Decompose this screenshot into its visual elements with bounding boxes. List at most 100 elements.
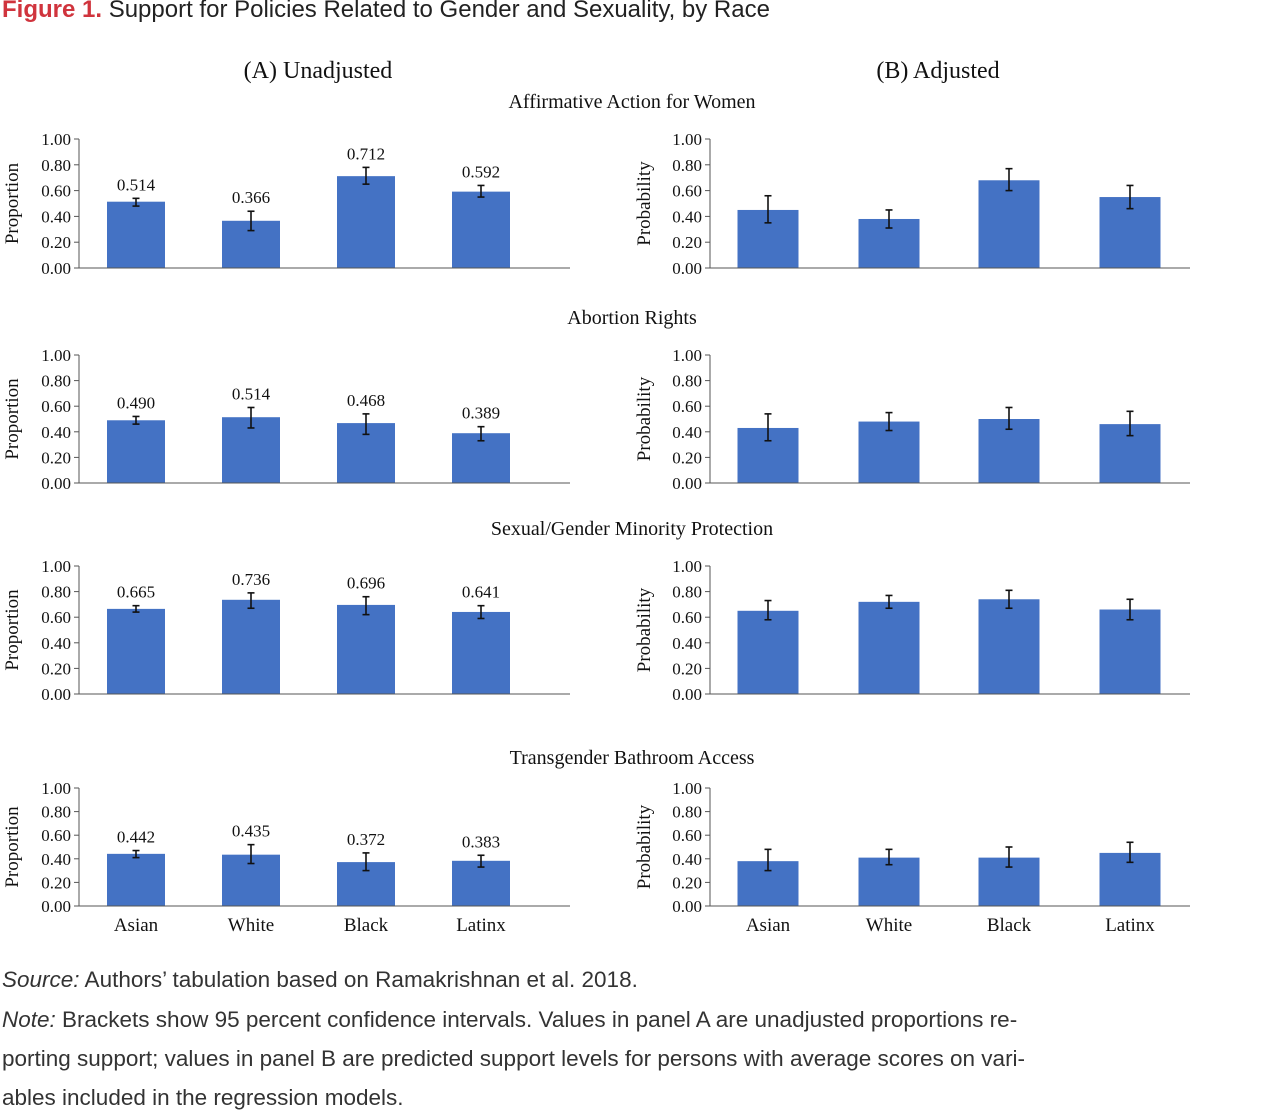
chart-a-row-1-data-label-white: 0.366 xyxy=(232,188,270,207)
chart-b-row-3-bar-white xyxy=(858,601,920,694)
chart-b-row-1-ytick-label: 0.80 xyxy=(672,156,702,175)
chart-a-row-4-ytick-label: 0.00 xyxy=(41,897,71,916)
chart-a-row-2-ytick-label: 0.40 xyxy=(41,423,71,442)
chart-a-row-3-data-label-black: 0.696 xyxy=(347,574,385,593)
figure-note: Note: Brackets show 95 percent confidenc… xyxy=(2,1000,1276,1117)
chart-a-row-4-bar-latinx xyxy=(452,860,510,906)
chart-a-row-1-bar-black xyxy=(337,176,395,268)
chart-b-row-1-ytick-label: 1.00 xyxy=(672,130,702,149)
chart-a-row-1-data-label-latinx: 0.592 xyxy=(462,162,500,181)
chart-a-row-4-data-label-asian: 0.442 xyxy=(117,828,155,847)
chart-b-row-3-ytick-label: 0.40 xyxy=(672,634,702,653)
chart-a-row-3-data-label-asian: 0.665 xyxy=(117,583,155,602)
chart-b-row-4-ytick-label: 0.60 xyxy=(672,826,702,845)
chart-a-row-3-bar-black xyxy=(337,604,395,694)
row-title-affirmative-action: Affirmative Action for Women xyxy=(508,91,756,113)
chart-a-row-4-ylabel: Proportion xyxy=(2,806,23,888)
chart-b-row-3-ytick-label: 0.20 xyxy=(672,659,702,678)
chart-a-row-1-bar-asian xyxy=(107,201,165,268)
chart-b-row-2-ytick-label: 0.40 xyxy=(672,423,702,442)
chart-b-row-4-ylabel: Probability xyxy=(634,804,655,889)
figure-caption: Figure 1. Support for Policies Related t… xyxy=(2,0,770,24)
chart-b-row-1-ytick-label: 0.20 xyxy=(672,233,702,252)
chart-a-row-1-data-label-asian: 0.514 xyxy=(117,175,156,194)
chart-b-row-4-ytick-label: 1.00 xyxy=(672,779,702,798)
source-text: Authors’ tabulation based on Ramakrishna… xyxy=(79,967,638,992)
chart-b-row-3-bar-black xyxy=(978,599,1040,694)
chart-b-row-4-xtick-label-asian: Asian xyxy=(746,915,791,936)
chart-b-row-4-xtick-label-black: Black xyxy=(987,915,1032,936)
chart-a-row-2-ytick-label: 0.80 xyxy=(41,372,71,391)
chart-a-row-4-data-label-latinx: 0.383 xyxy=(462,832,500,851)
chart-a-row-1-ytick-label: 0.40 xyxy=(41,207,71,226)
chart-b-row-2-ytick-label: 0.00 xyxy=(672,474,702,493)
note-line-2: porting support; values in panel B are p… xyxy=(2,1046,1026,1071)
chart-a-row-1-ytick-label: 0.20 xyxy=(41,233,71,252)
chart-b-row-3-ylabel: Probability xyxy=(634,587,655,672)
chart-a-row-4-data-label-white: 0.435 xyxy=(232,822,270,841)
chart-b-row-1-ylabel: Probability xyxy=(634,161,655,246)
chart-a-row-3-ytick-label: 0.00 xyxy=(41,685,71,704)
chart-a-row-3-bar-latinx xyxy=(452,611,510,694)
chart-b-row-4-ytick-label: 0.80 xyxy=(672,803,702,822)
source-note: Source: Authors’ tabulation based on Ram… xyxy=(2,960,1276,999)
chart-a-row-4-xtick-label-latinx: Latinx xyxy=(456,915,506,936)
chart-a-row-1-ytick-label: 0.00 xyxy=(41,259,71,278)
chart-a-row-3-ytick-label: 0.40 xyxy=(41,634,71,653)
chart-b-row-2-ytick-label: 1.00 xyxy=(672,346,702,365)
chart-b-row-4-ytick-label: 0.40 xyxy=(672,850,702,869)
chart-a-row-2-data-label-black: 0.468 xyxy=(347,391,385,410)
chart-a-row-4-ytick-label: 1.00 xyxy=(41,779,71,798)
chart-a-row-4-ytick-label: 0.80 xyxy=(41,803,71,822)
chart-a-row-4-xtick-label-white: White xyxy=(228,915,274,936)
chart-a-row-3-data-label-latinx: 0.641 xyxy=(462,583,500,602)
chart-b-row-4-ytick-label: 0.20 xyxy=(672,873,702,892)
chart-a-row-3-ylabel: Proportion xyxy=(2,589,23,671)
chart-b-row-1-ytick-label: 0.40 xyxy=(672,207,702,226)
chart-a-row-2-ylabel: Proportion xyxy=(2,378,23,460)
note-label: Note: xyxy=(2,1007,56,1032)
chart-a-row-1-ylabel: Proportion xyxy=(2,162,23,244)
chart-a-row-2-ytick-label: 0.60 xyxy=(41,397,71,416)
figure-label: Figure 1. xyxy=(2,0,103,23)
chart-a-row-2-data-label-latinx: 0.389 xyxy=(462,404,500,423)
chart-a-row-2-data-label-white: 0.514 xyxy=(232,384,271,403)
note-line-3: ables included in the regression models. xyxy=(2,1085,404,1110)
chart-b-row-3-ytick-label: 0.60 xyxy=(672,608,702,627)
chart-a-row-4-ytick-label: 0.60 xyxy=(41,826,71,845)
chart-b-row-4-xtick-label-latinx: Latinx xyxy=(1105,915,1155,936)
row-title-minority-protection: Sexual/Gender Minority Protection xyxy=(490,518,774,540)
chart-b-row-4-xtick-label-white: White xyxy=(866,915,912,936)
note-line-1: Brackets show 95 percent confidence inte… xyxy=(55,1007,1018,1032)
chart-a-row-1-ytick-label: 0.60 xyxy=(41,182,71,201)
chart-a-row-3-ytick-label: 0.60 xyxy=(41,608,71,627)
chart-a-row-3-data-label-white: 0.736 xyxy=(232,570,270,589)
chart-a-row-4-ytick-label: 0.20 xyxy=(41,873,71,892)
chart-a-row-4-data-label-black: 0.372 xyxy=(347,830,385,849)
chart-a-row-3-ytick-label: 0.80 xyxy=(41,583,71,602)
chart-b-row-2-ylabel: Probability xyxy=(634,376,655,461)
chart-a-row-4-ytick-label: 0.40 xyxy=(41,850,71,869)
row-title-abortion-rights: Abortion Rights xyxy=(567,307,697,329)
chart-a-row-3-ytick-label: 0.20 xyxy=(41,659,71,678)
chart-b-row-2-ytick-label: 0.60 xyxy=(672,397,702,416)
chart-a-row-1-ytick-label: 0.80 xyxy=(41,156,71,175)
chart-b-row-1-bar-black xyxy=(978,180,1040,268)
chart-b-row-1-ytick-label: 0.60 xyxy=(672,182,702,201)
chart-b-row-2-bar-white xyxy=(858,421,920,483)
chart-b-row-3-ytick-label: 0.80 xyxy=(672,583,702,602)
figure-title: Support for Policies Related to Gender a… xyxy=(108,0,770,23)
chart-a-row-4-xtick-label-black: Black xyxy=(344,915,389,936)
chart-a-row-1-data-label-black: 0.712 xyxy=(347,144,385,163)
chart-b-row-3-ytick-label: 0.00 xyxy=(672,685,702,704)
chart-b-row-2-ytick-label: 0.20 xyxy=(672,448,702,467)
chart-a-row-2-bar-asian xyxy=(107,420,165,483)
chart-b-row-3-ytick-label: 1.00 xyxy=(672,557,702,576)
chart-b-row-4-ytick-label: 0.00 xyxy=(672,897,702,916)
chart-a-row-2-data-label-asian: 0.490 xyxy=(117,393,155,412)
chart-b-row-2-ytick-label: 0.80 xyxy=(672,372,702,391)
chart-b-row-3-bar-asian xyxy=(737,610,799,694)
chart-a-row-4-xtick-label-asian: Asian xyxy=(114,915,159,936)
panel-b-title: (B) Adjusted xyxy=(876,58,1000,84)
